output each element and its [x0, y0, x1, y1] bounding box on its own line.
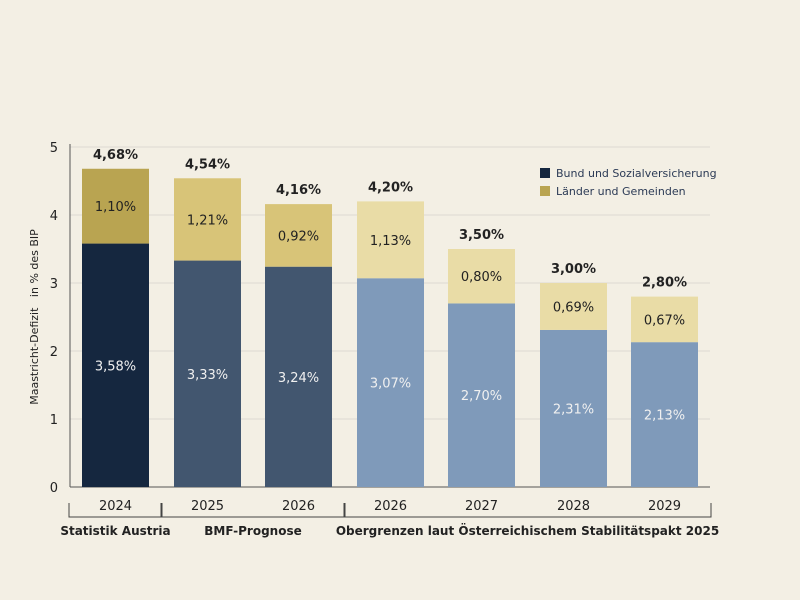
total-label: 4,16%	[276, 183, 321, 198]
bar-bund-2028	[540, 329, 607, 487]
bar-laender-2024	[82, 168, 149, 244]
legend-swatch-laender	[540, 186, 550, 196]
x-tick-label: 2024	[99, 499, 132, 514]
x-tick-label: 2027	[465, 499, 498, 514]
data-label-bund: 3,07%	[370, 377, 411, 392]
y-tick-label: 5	[50, 141, 58, 156]
legend: Bund und Sozialversicherung Länder und G…	[540, 167, 717, 198]
data-label-laender: 1,10%	[95, 200, 136, 215]
x-tick-label: 2028	[557, 499, 590, 514]
total-label: 4,68%	[93, 148, 138, 163]
data-label-laender: 0,92%	[278, 229, 319, 244]
x-tick-label: 2026	[374, 499, 407, 514]
legend-label-bund: Bund und Sozialversicherung	[556, 167, 717, 180]
group-bracket	[160, 503, 346, 518]
y-axis-label: Maastricht-Defizit in % des BIP	[28, 229, 41, 405]
data-label-bund: 2,31%	[553, 402, 594, 417]
x-tick-label: 2029	[648, 499, 681, 514]
data-label-bund: 2,13%	[644, 409, 685, 424]
data-label-laender: 1,21%	[187, 213, 228, 228]
total-label: 4,20%	[368, 180, 413, 195]
data-label-bund: 3,24%	[278, 371, 319, 386]
data-label-bund: 3,58%	[95, 359, 136, 374]
group-bracket	[343, 503, 712, 518]
data-label-bund: 3,33%	[187, 368, 228, 383]
bar-bund-2024	[82, 243, 149, 487]
bar-bund-2026	[357, 278, 424, 487]
data-label-laender: 1,13%	[370, 234, 411, 249]
group-bracket	[68, 503, 163, 518]
data-label-bund: 2,70%	[461, 389, 502, 404]
total-label: 4,54%	[185, 157, 230, 172]
bar-laender-2025	[174, 178, 241, 261]
data-label-laender: 0,69%	[553, 300, 594, 315]
group-label: Obergrenzen laut Österreichischem Stabil…	[336, 523, 719, 538]
x-tick-label: 2025	[191, 499, 224, 514]
y-tick-label: 2	[50, 345, 58, 360]
y-tick-label: 0	[50, 481, 58, 496]
total-label: 3,00%	[551, 262, 596, 277]
y-tick-label: 3	[50, 277, 58, 292]
x-tick-label: 2026	[282, 499, 315, 514]
y-tick-label: 1	[50, 413, 58, 428]
bar-laender-2026	[265, 204, 332, 267]
group-label: BMF-Prognose	[204, 524, 302, 538]
legend-label-laender: Länder und Gemeinden	[556, 185, 686, 198]
data-label-laender: 0,67%	[644, 313, 685, 328]
bar-laender-2027	[448, 249, 515, 304]
legend-swatch-bund	[540, 168, 550, 178]
total-label: 3,50%	[459, 228, 504, 243]
bar-bund-2026	[265, 266, 332, 487]
bar-bund-2025	[174, 260, 241, 487]
bar-laender-2028	[540, 283, 607, 330]
group-label: Statistik Austria	[60, 524, 170, 538]
total-label: 2,80%	[642, 276, 687, 291]
bar-bund-2027	[448, 303, 515, 487]
bar-laender-2029	[631, 296, 698, 343]
y-tick-label: 4	[50, 209, 58, 224]
bar-laender-2026	[357, 201, 424, 279]
data-label-laender: 0,80%	[461, 270, 502, 285]
bar-bund-2029	[631, 342, 698, 487]
